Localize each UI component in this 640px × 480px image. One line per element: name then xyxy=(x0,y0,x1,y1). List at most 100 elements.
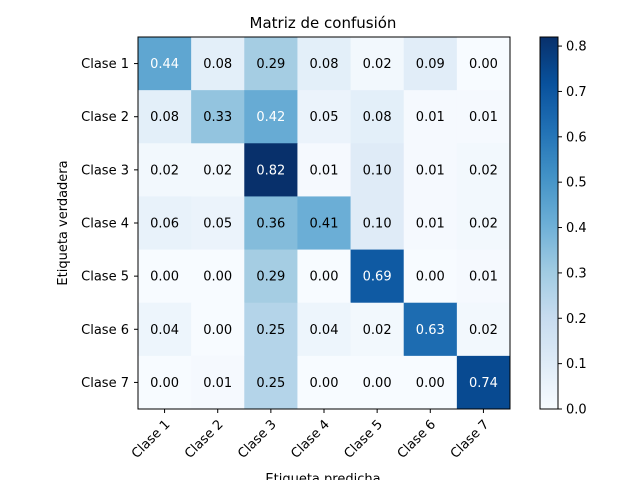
heatmap-cell xyxy=(138,37,192,91)
heatmap-cell xyxy=(244,90,298,144)
heatmap-cell xyxy=(403,302,458,357)
y-tick-label: Clase 6 xyxy=(81,323,129,338)
cell-value-label: 0.00 xyxy=(469,57,498,72)
cell-value-label: 0.00 xyxy=(150,376,179,391)
heatmap-cell xyxy=(350,143,405,197)
heatmap-cell xyxy=(403,90,458,144)
colorbar-tick-label: 0.7 xyxy=(566,85,587,100)
cell-value-label: 0.01 xyxy=(416,217,445,232)
cell-value-label: 0.09 xyxy=(416,57,445,72)
heatmap-cell xyxy=(138,302,192,357)
colorbar-tick-label: 0.4 xyxy=(566,221,587,236)
cell-value-label: 0.06 xyxy=(150,217,179,232)
colorbar-tick-label: 0.1 xyxy=(566,357,587,372)
colorbar-tick-label: 0.5 xyxy=(566,176,587,191)
cell-value-label: 0.82 xyxy=(256,163,285,178)
heatmap-cell xyxy=(403,196,458,250)
cell-value-label: 0.08 xyxy=(150,110,179,125)
colorbar-tick-label: 0.2 xyxy=(566,312,587,327)
cell-value-label: 0.08 xyxy=(310,57,339,72)
heatmap-cell xyxy=(191,355,245,410)
cell-value-label: 0.02 xyxy=(469,163,498,178)
cell-value-label: 0.00 xyxy=(310,376,339,391)
heatmap-cell xyxy=(456,249,511,304)
heatmap-cell xyxy=(456,90,511,144)
heatmap-cell xyxy=(297,249,351,304)
heatmap-cell xyxy=(297,143,351,197)
cell-value-label: 0.33 xyxy=(203,110,232,125)
y-tick-label: Clase 1 xyxy=(81,57,129,72)
cell-value-label: 0.04 xyxy=(310,323,339,338)
cell-value-label: 0.36 xyxy=(256,217,285,232)
cell-value-label: 0.00 xyxy=(416,376,445,391)
heatmap-cell xyxy=(138,249,192,304)
heatmap-cell xyxy=(456,37,511,91)
cell-value-label: 0.00 xyxy=(416,270,445,285)
heatmap-cell xyxy=(297,355,351,410)
cell-value-label: 0.01 xyxy=(416,110,445,125)
heatmap-cell xyxy=(403,37,458,91)
heatmap-cells xyxy=(138,37,511,410)
y-tick-label: Clase 7 xyxy=(81,376,129,391)
heatmap-cell xyxy=(350,196,405,250)
heatmap-value-labels: 0.44 0.08 0.29 0.08 0.02 0.09 0.00 0.08 0.33 0.42… xyxy=(150,57,498,391)
cell-value-label: 0.29 xyxy=(256,57,285,72)
cell-value-label: 0.25 xyxy=(256,376,285,391)
heatmap-cell xyxy=(456,302,511,357)
cell-value-label: 0.08 xyxy=(203,57,232,72)
x-axis-label: Etiqueta predicha xyxy=(265,472,380,480)
cell-value-label: 0.01 xyxy=(203,376,232,391)
heatmap-cell xyxy=(297,196,351,250)
cell-value-label: 0.01 xyxy=(469,110,498,125)
cell-value-label: 0.05 xyxy=(310,110,339,125)
y-tick-label: Clase 4 xyxy=(81,217,129,232)
y-tick-label: Clase 5 xyxy=(81,270,129,285)
heatmap-cell xyxy=(350,90,405,144)
cell-value-label: 0.01 xyxy=(416,163,445,178)
heatmap-cell xyxy=(297,90,351,144)
heatmap-cell xyxy=(244,196,298,250)
cell-value-label: 0.00 xyxy=(150,270,179,285)
cell-value-label: 0.41 xyxy=(310,217,339,232)
heatmap-cell xyxy=(138,90,192,144)
cell-value-label: 0.69 xyxy=(363,270,392,285)
chart-title: Matriz de confusión xyxy=(250,14,397,32)
heatmap-cell xyxy=(350,302,405,357)
heatmap-cell xyxy=(403,249,458,304)
cell-value-label: 0.02 xyxy=(469,217,498,232)
cell-value-label: 0.10 xyxy=(363,217,392,232)
colorbar-tick-label: 0.6 xyxy=(566,130,587,145)
cell-value-label: 0.05 xyxy=(203,217,232,232)
y-axis-ticks: Clase 1 Clase 2 Clase 3 Clase 4 Clase 5 Clase… xyxy=(81,57,138,391)
cell-value-label: 0.10 xyxy=(363,163,392,178)
heatmap-cell xyxy=(138,143,192,197)
cell-value-label: 0.02 xyxy=(203,163,232,178)
heatmap-cell xyxy=(191,249,245,304)
heatmap-cell xyxy=(191,302,245,357)
heatmap-cell xyxy=(191,143,245,197)
cell-value-label: 0.00 xyxy=(203,270,232,285)
cell-value-label: 0.04 xyxy=(150,323,179,338)
colorbar-tick-label: 0.0 xyxy=(566,403,587,418)
cell-value-label: 0.00 xyxy=(203,323,232,338)
cell-value-label: 0.01 xyxy=(469,270,498,285)
heatmap-cell xyxy=(403,355,458,410)
cell-value-label: 0.00 xyxy=(310,270,339,285)
heatmap-cell xyxy=(297,302,351,357)
cell-value-label: 0.02 xyxy=(469,323,498,338)
heatmap-cell xyxy=(191,90,245,144)
cell-value-label: 0.44 xyxy=(150,57,179,72)
heatmap-cell xyxy=(403,143,458,197)
cell-value-label: 0.01 xyxy=(310,163,339,178)
colorbar-ticks: 0.0 0.1 0.2 0.3 0.4 0.5 0.6 0.7 0.8 xyxy=(558,40,587,418)
heatmap-cell xyxy=(138,196,192,250)
cell-value-label: 0.63 xyxy=(416,323,445,338)
y-tick-label: Clase 2 xyxy=(81,110,129,125)
heatmap-cell xyxy=(244,143,298,197)
heatmap-cell xyxy=(138,355,192,410)
cell-value-label: 0.74 xyxy=(469,376,498,391)
colorbar xyxy=(539,36,559,410)
heatmap-cell xyxy=(350,249,405,304)
heatmap-cell xyxy=(191,37,245,91)
